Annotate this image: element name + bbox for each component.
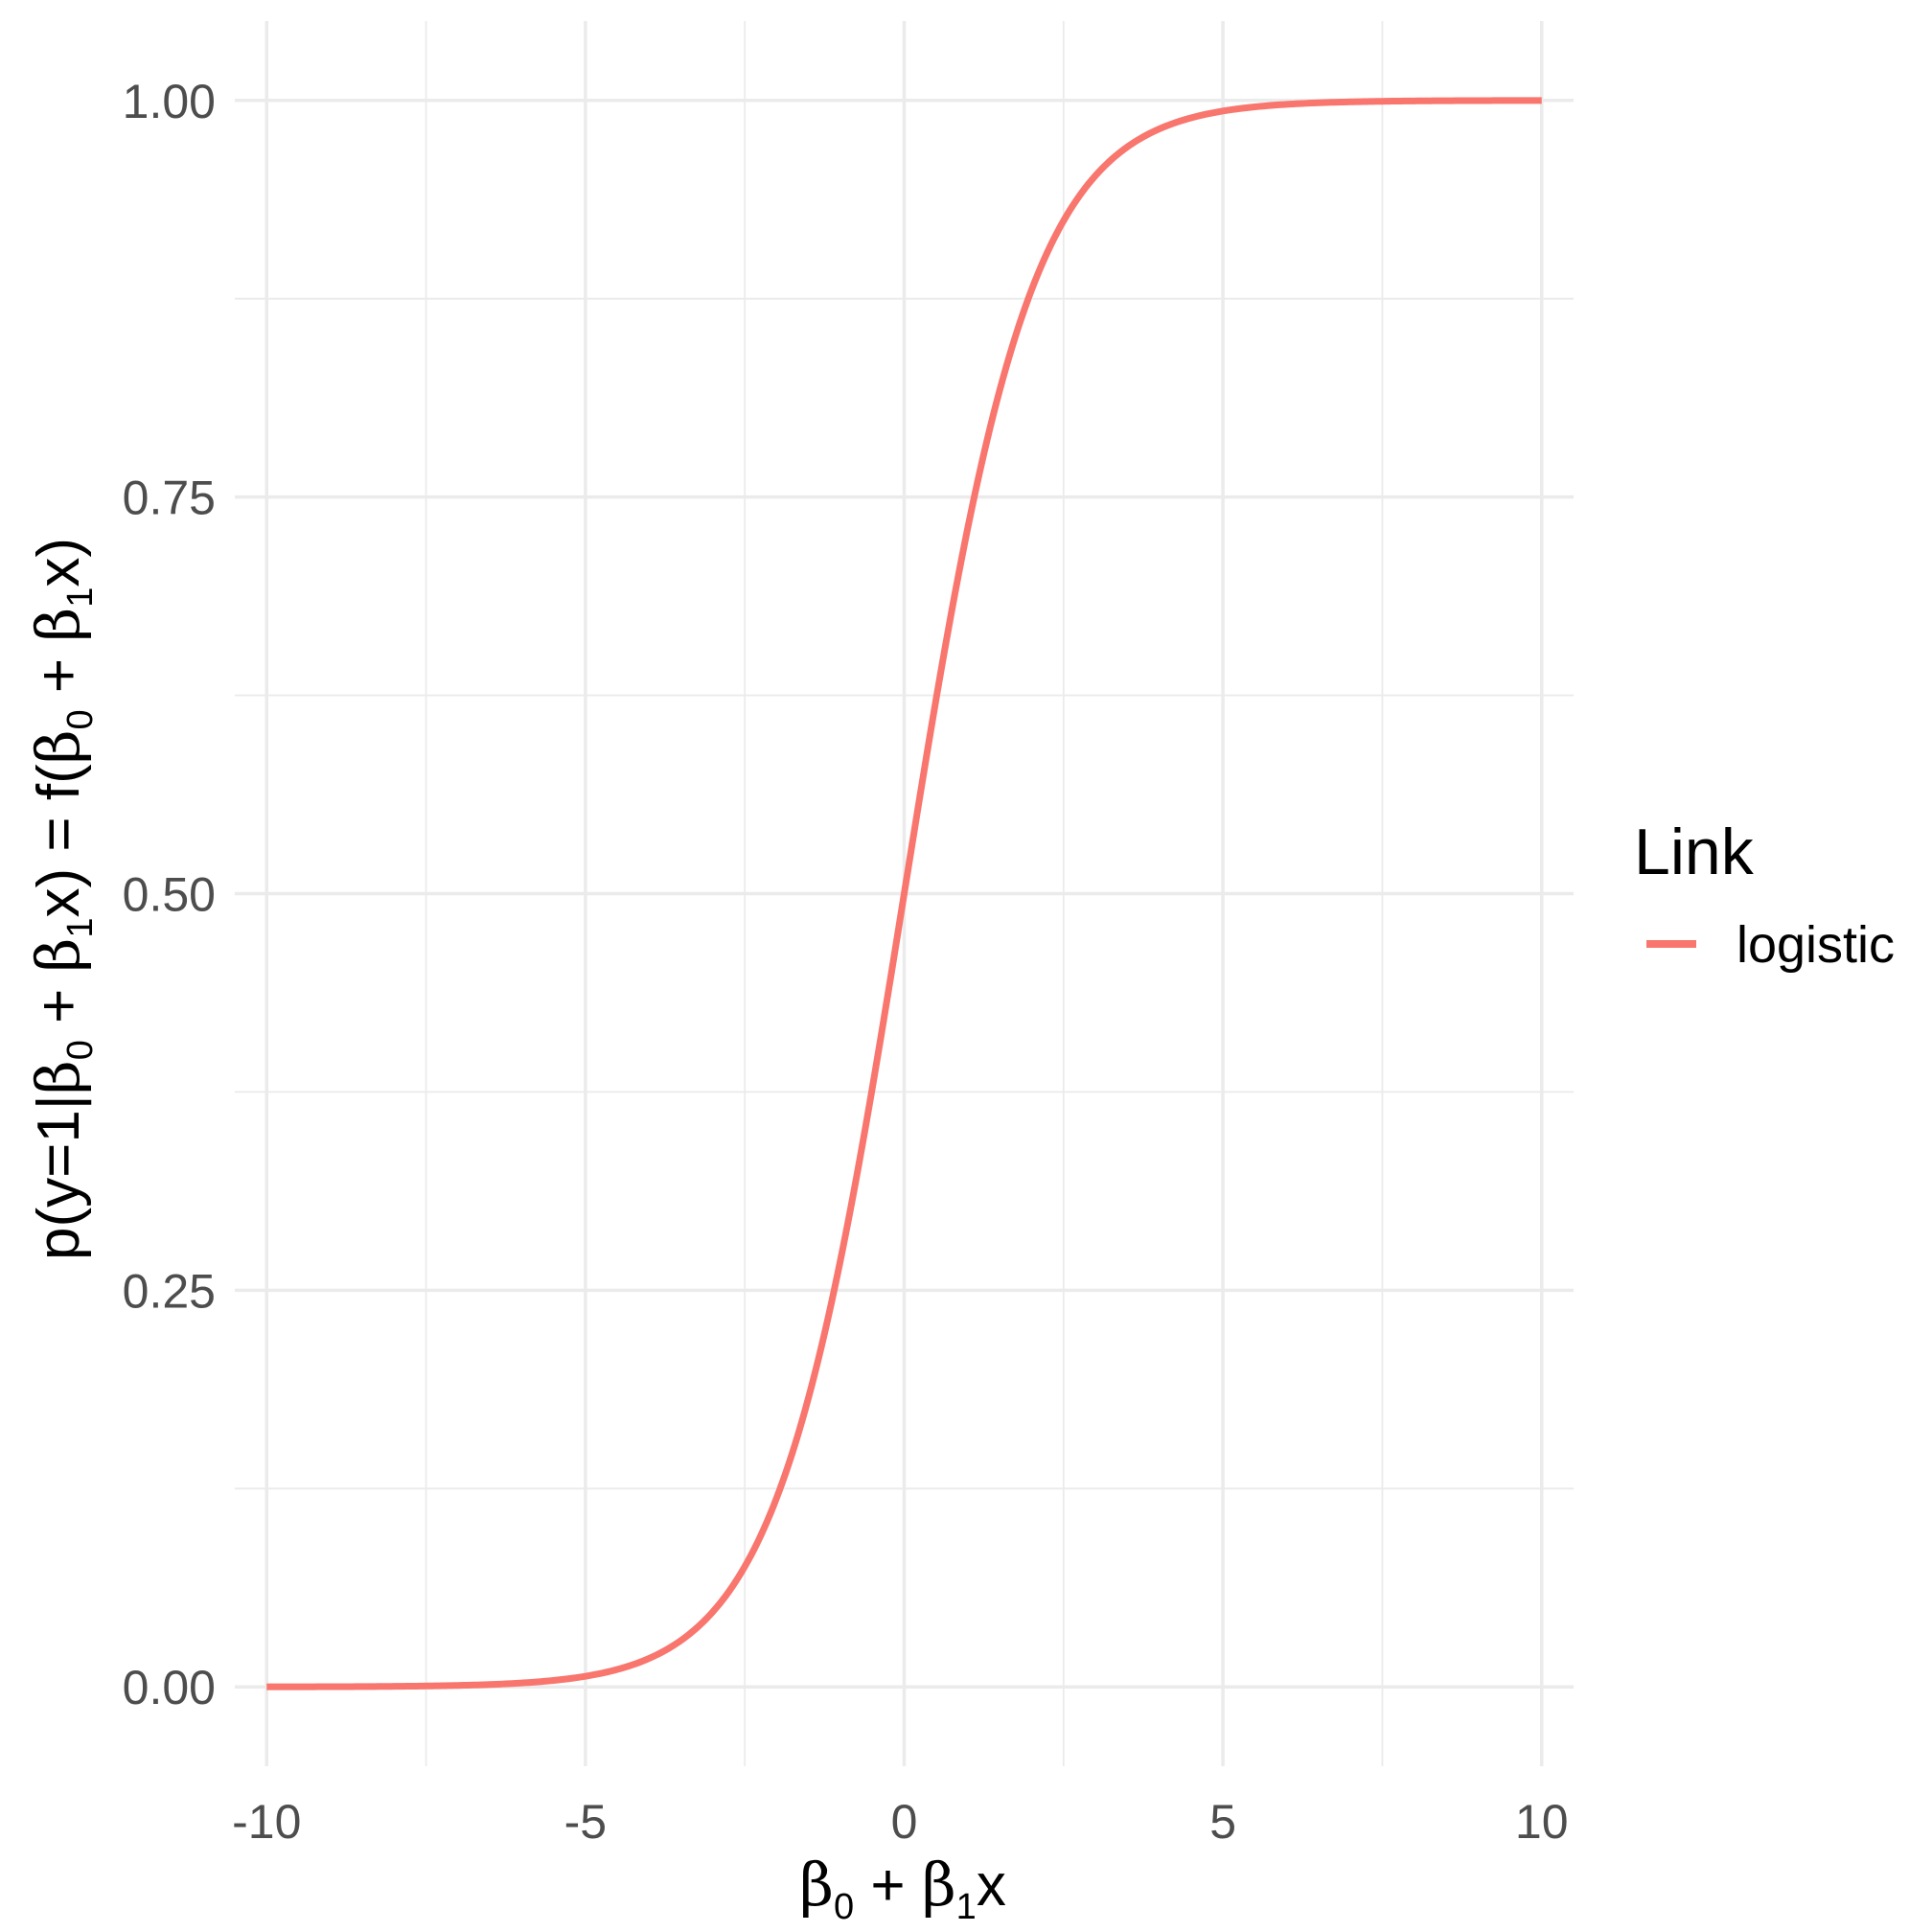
grid-major-lines <box>235 21 1574 1766</box>
y-axis-title: p(y=1|β0 + β1x) = f(β0 + β1x) <box>23 538 101 1260</box>
y-tick-label: 1.00 <box>123 75 216 128</box>
legend-label-logistic: logistic <box>1736 916 1895 974</box>
y-tick-label: 0.75 <box>123 472 216 525</box>
y-tick-labels: 0.00 0.25 0.50 0.75 1.00 <box>123 75 216 1714</box>
x-tick-label: -5 <box>564 1795 607 1849</box>
x-tick-label: 5 <box>1209 1795 1236 1849</box>
x-tick-label: -10 <box>232 1795 301 1849</box>
legend-title: Link <box>1634 816 1755 888</box>
series-line-logistic <box>266 97 1542 1690</box>
x-tick-label: 0 <box>891 1795 918 1849</box>
y-tick-label: 0.00 <box>123 1661 216 1714</box>
x-axis-title: β0 + β1x <box>799 1850 1006 1927</box>
y-tick-label: 0.50 <box>123 868 216 922</box>
x-tick-label: 10 <box>1515 1795 1569 1849</box>
legend: Link logistic <box>1634 816 1895 974</box>
y-tick-label: 0.25 <box>123 1264 216 1318</box>
x-tick-labels: -10 -5 0 5 10 <box>232 1795 1568 1849</box>
